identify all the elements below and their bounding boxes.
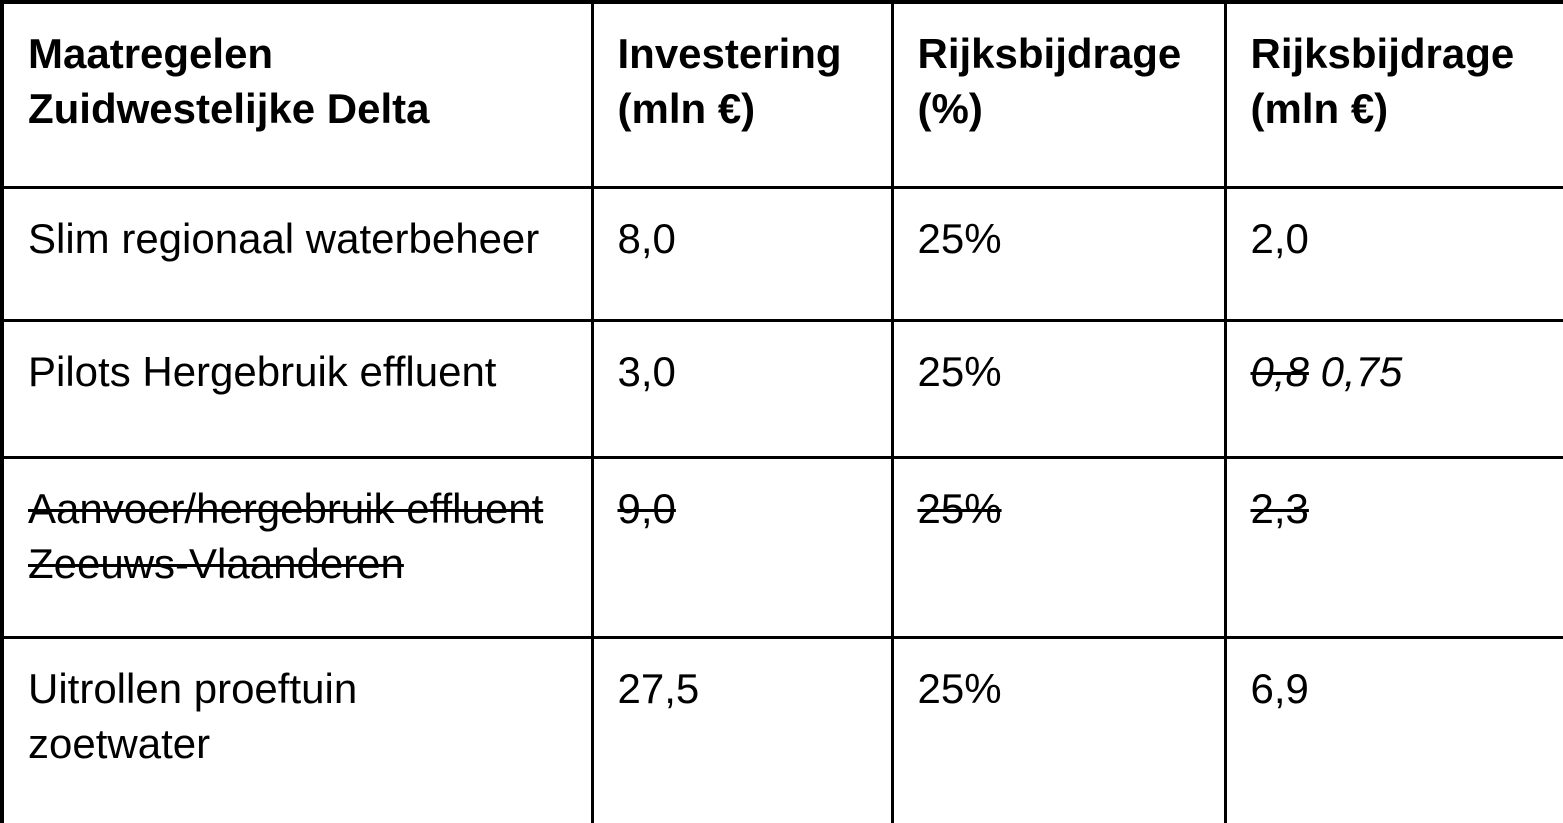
table-cell: 25%: [890, 635, 1227, 823]
table-cell: 25%: [890, 455, 1227, 639]
cell-text: 2,0: [1250, 214, 1309, 262]
table-cell: 25%: [890, 185, 1227, 322]
column-header: Investering (mln €): [590, 0, 894, 189]
table-body: Slim regionaal waterbeheer 8,0 25% 2,0 Pilot…: [0, 185, 1563, 823]
table-row: Aanvoer/hergebruik effluent Zeeuws-Vlaand…: [0, 455, 1563, 639]
table-row: Uitrollen proeftuin zoetwater 27,5 25% 6,9: [0, 635, 1563, 823]
column-header-label: Maatregelen Zuidwestelijke Delta: [28, 30, 430, 133]
table-header: Maatregelen Zuidwestelijke Delta Investeri…: [0, 0, 1563, 189]
column-header: Maatregelen Zuidwestelijke Delta: [0, 0, 594, 189]
cell-text: 9,0: [617, 484, 676, 532]
table-cell: 25%: [890, 318, 1227, 459]
cell-text: 25%: [917, 214, 1002, 262]
table-cell: 9,0: [590, 455, 894, 639]
table-row: Pilots Hergebruik effluent 3,0 25% 0,8 0,75: [0, 318, 1563, 459]
table-cell: 3,0: [590, 318, 894, 459]
table-cell: 2,3: [1223, 455, 1563, 639]
cell-text: 25%: [917, 347, 1002, 395]
table-cell: 8,0: [590, 185, 894, 322]
cell-text: 3,0: [617, 347, 676, 395]
table-cell: 2,0: [1223, 185, 1563, 322]
cell-text: Pilots Hergebruik effluent: [28, 347, 497, 395]
table-cell: 27,5: [590, 635, 894, 823]
column-header-label: Rijksbijdrage (%): [917, 30, 1182, 133]
cell-text: Aanvoer/hergebruik effluent Zeeuws-Vlaand…: [28, 484, 544, 587]
cell-text: 6,9: [1250, 664, 1309, 712]
column-header: Rijksbijdrage (%): [890, 0, 1227, 189]
column-header-label: Rijksbijdrage (mln €): [1250, 30, 1515, 133]
table-header-row: Maatregelen Zuidwestelijke Delta Investeri…: [0, 0, 1563, 189]
column-header-label: Investering (mln €): [617, 30, 842, 133]
table-cell: 6,9: [1223, 635, 1563, 823]
cell-text: Slim regionaal waterbeheer: [28, 214, 540, 262]
column-header: Rijksbijdrage (mln €): [1223, 0, 1563, 189]
table-cell: 0,8 0,75: [1223, 318, 1563, 459]
cell-text: 0,75: [1320, 347, 1403, 395]
table-cell: Aanvoer/hergebruik effluent Zeeuws-Vlaand…: [0, 455, 594, 639]
table-row: Slim regionaal waterbeheer 8,0 25% 2,0: [0, 185, 1563, 322]
table-cell: Uitrollen proeftuin zoetwater: [0, 635, 594, 823]
cell-text: Uitrollen proeftuin zoetwater: [28, 664, 358, 767]
table-cell: Slim regionaal waterbeheer: [0, 185, 594, 322]
cell-text: 25%: [917, 484, 1002, 532]
cell-text: 25%: [917, 664, 1002, 712]
cell-text: 8,0: [617, 214, 676, 262]
cell-text: 27,5: [617, 664, 700, 712]
table-cell: Pilots Hergebruik effluent: [0, 318, 594, 459]
cell-text: 2,3: [1250, 484, 1309, 532]
cell-text: 0,8: [1250, 347, 1309, 395]
